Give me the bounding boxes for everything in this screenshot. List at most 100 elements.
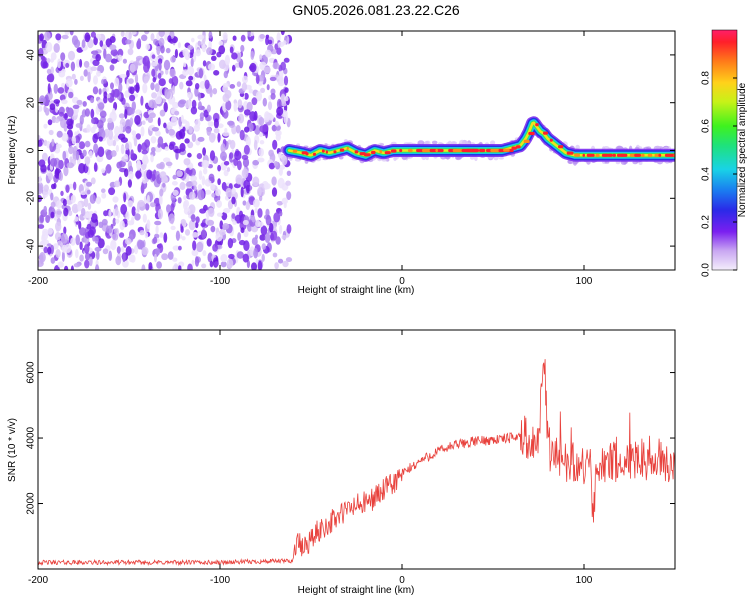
noise-speckle [78, 163, 86, 174]
noise-speckle [58, 160, 62, 169]
noise-speckle [224, 127, 228, 134]
noise-speckle [68, 210, 73, 217]
track-peak-core [621, 153, 628, 157]
noise-speckle [76, 142, 80, 149]
noise-speckle [76, 99, 83, 105]
track-peak-core [339, 148, 345, 152]
noise-speckle [129, 86, 135, 95]
noise-speckle [275, 129, 282, 137]
noise-speckle [46, 68, 52, 75]
noise-speckle [272, 139, 278, 150]
noise-speckle [91, 50, 99, 55]
noise-speckle [39, 214, 44, 223]
noise-speckle [246, 259, 250, 269]
noise-speckle [174, 48, 178, 59]
noise-speckle [264, 232, 271, 244]
noise-speckle [108, 250, 112, 261]
noise-speckle [73, 181, 77, 191]
noise-speckle [55, 221, 62, 232]
noise-speckle [135, 133, 141, 140]
figure-title: GN05.2026.081.23.22.C26 [292, 2, 460, 18]
noise-speckle [38, 175, 42, 184]
noise-speckle [96, 70, 101, 77]
track-peak-core [390, 149, 397, 153]
noise-speckle [151, 127, 159, 132]
noise-speckle [194, 221, 199, 229]
noise-speckle [274, 120, 279, 127]
noise-speckle [155, 130, 161, 137]
noise-speckle [191, 37, 195, 43]
noise-speckle [163, 157, 171, 163]
noise-speckle [267, 101, 273, 111]
noise-speckle [255, 234, 258, 240]
noise-speckle [55, 249, 61, 258]
noise-speckle [127, 179, 132, 188]
noise-speckle [164, 34, 169, 41]
noise-speckle [255, 74, 260, 85]
noise-speckle [149, 112, 156, 119]
noise-speckle [131, 206, 136, 217]
y-tick-label: 0 [26, 147, 37, 153]
noise-speckle [92, 133, 98, 144]
noise-speckle [183, 207, 191, 215]
noise-speckle [204, 189, 212, 195]
noise-speckle [120, 204, 128, 215]
track-peak-core [333, 150, 337, 154]
noise-speckle [220, 254, 228, 263]
noise-speckle [141, 157, 149, 165]
noise-speckle [118, 113, 125, 119]
noise-speckle [166, 204, 171, 213]
track-peak-core [408, 148, 413, 153]
track-peak-core [435, 148, 438, 153]
noise-speckle [229, 84, 236, 89]
track-peak-core [312, 152, 317, 156]
track-peak-core [371, 150, 376, 155]
noise-speckle [187, 152, 192, 158]
noise-speckle [54, 232, 62, 241]
noise-speckle [39, 33, 44, 42]
noise-speckle [217, 123, 224, 129]
noise-speckle [105, 225, 113, 234]
y-tick-label: 4000 [26, 426, 37, 449]
track-peak-core [363, 153, 371, 157]
snr-y-axis-label: SNR (10 * v/v) [7, 418, 18, 482]
noise-speckle [170, 115, 178, 127]
track-peak-core [658, 153, 662, 157]
noise-speckle [191, 214, 196, 223]
noise-speckle [70, 194, 76, 204]
noise-speckle [90, 213, 98, 223]
noise-speckle [158, 62, 162, 71]
noise-speckle [53, 99, 61, 104]
x-tick-label: -200 [28, 575, 48, 586]
noise-speckle [206, 126, 212, 136]
noise-speckle [87, 202, 92, 210]
noise-speckle [71, 203, 79, 214]
noise-speckle [108, 187, 116, 196]
spectrogram-x-axis-label: Height of straight line (km) [298, 285, 415, 296]
noise-speckle [250, 50, 255, 60]
track-peak-core [647, 153, 653, 157]
noise-speckle [55, 107, 59, 113]
noise-speckle [141, 246, 149, 256]
noise-speckle [101, 168, 106, 174]
noise-speckle [207, 121, 215, 127]
colorbar-tick-label: 0.0 [701, 263, 712, 277]
noise-speckle [95, 264, 100, 270]
noise-speckle [154, 95, 162, 105]
noise-speckle [83, 197, 89, 208]
noise-speckle [66, 162, 75, 169]
noise-speckle [216, 200, 223, 208]
noise-speckle [217, 132, 221, 143]
noise-speckle [106, 93, 111, 99]
noise-speckle [184, 50, 191, 61]
noise-speckle [77, 201, 82, 212]
noise-speckle [93, 143, 99, 154]
track-peak-core [379, 150, 383, 154]
noise-speckle [111, 150, 117, 157]
track-peak-core [634, 153, 641, 157]
track-peak-core [591, 153, 595, 157]
noise-speckle [50, 66, 54, 75]
noise-speckle [66, 107, 74, 118]
